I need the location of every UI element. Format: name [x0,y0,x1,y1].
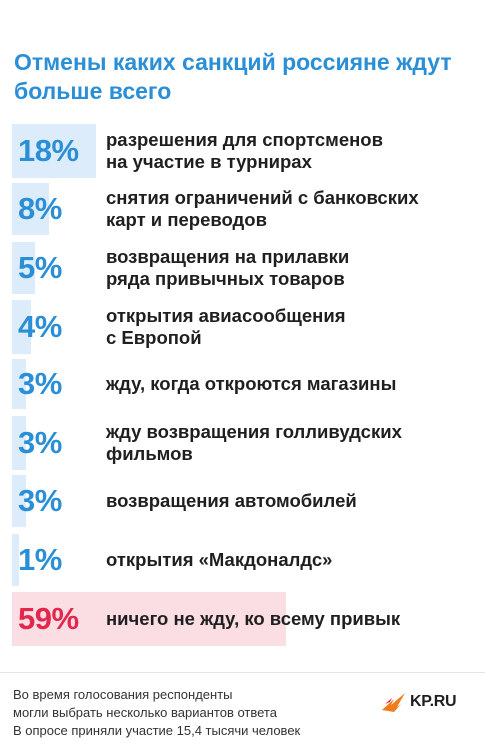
bar [12,300,31,354]
bar-row: 18% разрешения для спортсменов на участие… [12,124,477,178]
value-label: 59% [18,601,79,636]
category-label: возвращения автомобилей [106,490,357,511]
bar [12,183,50,235]
bar-row: 3% возвращения автомобилей [12,475,477,527]
value-label: 1% [18,542,62,577]
category-label: возвращения на прилавки ряда привычных т… [106,246,350,289]
bar-row: 1% открытия «Макдоналдс» [12,534,477,586]
footer-divider [0,672,485,673]
category-label: снятия ограничений с банковских карт и п… [106,187,419,230]
bar [12,534,19,586]
bar-row: 8% снятия ограничений с банковских карт и… [12,183,477,235]
bar [12,359,26,409]
value-label: 18% [18,133,79,168]
chart-rows: 18% разрешения для спортсменов на участие… [12,124,477,646]
value-label: 4% [18,309,62,344]
kp-logo-text: KP.RU [410,693,457,710]
category-label: ничего не жду, ко всему привык [106,608,401,629]
footer-note: Во время голосования респонденты могли в… [13,687,301,738]
value-label: 3% [18,366,62,401]
value-label: 3% [18,425,62,460]
category-label: разрешения для спортсменов на участие в … [106,129,383,172]
category-label: жду, когда откроются магазины [106,373,397,394]
category-label: открытия авиасообщения с Европой [106,305,346,348]
bar-row: 3% жду, когда откроются магазины [12,359,477,409]
kp-logo[interactable]: KP.RU [380,690,475,714]
bar-row-highlight: 59% ничего не жду, ко всему привык [12,592,477,646]
value-label: 3% [18,483,62,518]
bar [12,592,287,646]
value-label: 5% [18,250,62,285]
bar [12,242,36,294]
category-label: жду возвращения голливудских фильмов [106,421,402,464]
bar-row: 5% возвращения на прилавки ряда привычных… [12,242,477,294]
bar-row: 4% открытия авиасообщения с Европой [12,300,477,354]
bar [12,124,96,178]
kp-bird-icon [382,693,405,712]
bar-row: 3% жду возвращения голливудских фильмов [12,416,477,470]
chart-title: Отмены каких санкций россияне ждут больш… [14,49,452,104]
bar [12,416,26,470]
value-label: 8% [18,191,62,226]
bar [12,475,26,527]
category-label: открытия «Макдоналдс» [106,549,333,570]
